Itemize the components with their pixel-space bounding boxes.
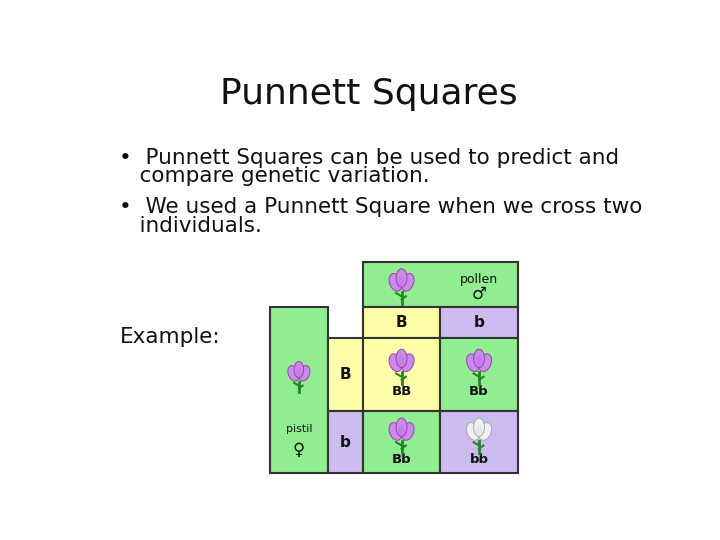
Ellipse shape — [401, 423, 414, 440]
Text: B: B — [396, 315, 408, 330]
Ellipse shape — [396, 269, 407, 287]
Ellipse shape — [398, 276, 405, 287]
Bar — [270, 307, 328, 473]
Ellipse shape — [389, 423, 402, 440]
Text: •  Punnett Squares can be used to predict and: • Punnett Squares can be used to predict… — [120, 148, 620, 168]
Ellipse shape — [396, 349, 407, 368]
Ellipse shape — [474, 418, 485, 436]
Ellipse shape — [467, 354, 480, 372]
Bar — [363, 338, 441, 411]
Ellipse shape — [476, 425, 482, 436]
Bar — [363, 262, 518, 307]
Ellipse shape — [401, 354, 414, 372]
Bar — [363, 411, 441, 473]
Text: B: B — [340, 367, 351, 382]
Ellipse shape — [479, 354, 492, 372]
Text: BB: BB — [392, 385, 412, 398]
Text: b: b — [340, 435, 351, 450]
Ellipse shape — [389, 273, 402, 291]
Bar — [328, 338, 363, 411]
Text: ♀: ♀ — [293, 441, 305, 458]
Text: Example:: Example: — [120, 327, 220, 347]
Bar — [363, 307, 441, 338]
Ellipse shape — [389, 354, 402, 372]
Ellipse shape — [467, 423, 480, 440]
Ellipse shape — [401, 273, 414, 291]
Text: pistil: pistil — [286, 423, 312, 434]
Bar — [441, 307, 518, 338]
Text: bb: bb — [469, 453, 489, 465]
Text: ♂: ♂ — [472, 285, 487, 303]
Text: Bb: Bb — [469, 385, 489, 398]
Ellipse shape — [398, 356, 405, 367]
Text: •  We used a Punnett Square when we cross two: • We used a Punnett Square when we cross… — [120, 197, 643, 217]
Bar — [441, 411, 518, 473]
Ellipse shape — [474, 349, 485, 368]
Ellipse shape — [296, 368, 302, 377]
Ellipse shape — [476, 356, 482, 367]
Ellipse shape — [396, 418, 407, 436]
Text: Bb: Bb — [392, 453, 411, 465]
Ellipse shape — [288, 366, 300, 381]
Ellipse shape — [294, 361, 304, 377]
Text: compare genetic variation.: compare genetic variation. — [120, 166, 430, 186]
Text: Punnett Squares: Punnett Squares — [220, 77, 518, 111]
Bar — [441, 338, 518, 411]
Ellipse shape — [299, 366, 310, 381]
Text: b: b — [474, 315, 485, 330]
Ellipse shape — [398, 425, 405, 436]
Bar — [328, 411, 363, 473]
Text: individuals.: individuals. — [120, 215, 262, 236]
Ellipse shape — [479, 423, 492, 440]
Text: pollen: pollen — [460, 273, 498, 286]
